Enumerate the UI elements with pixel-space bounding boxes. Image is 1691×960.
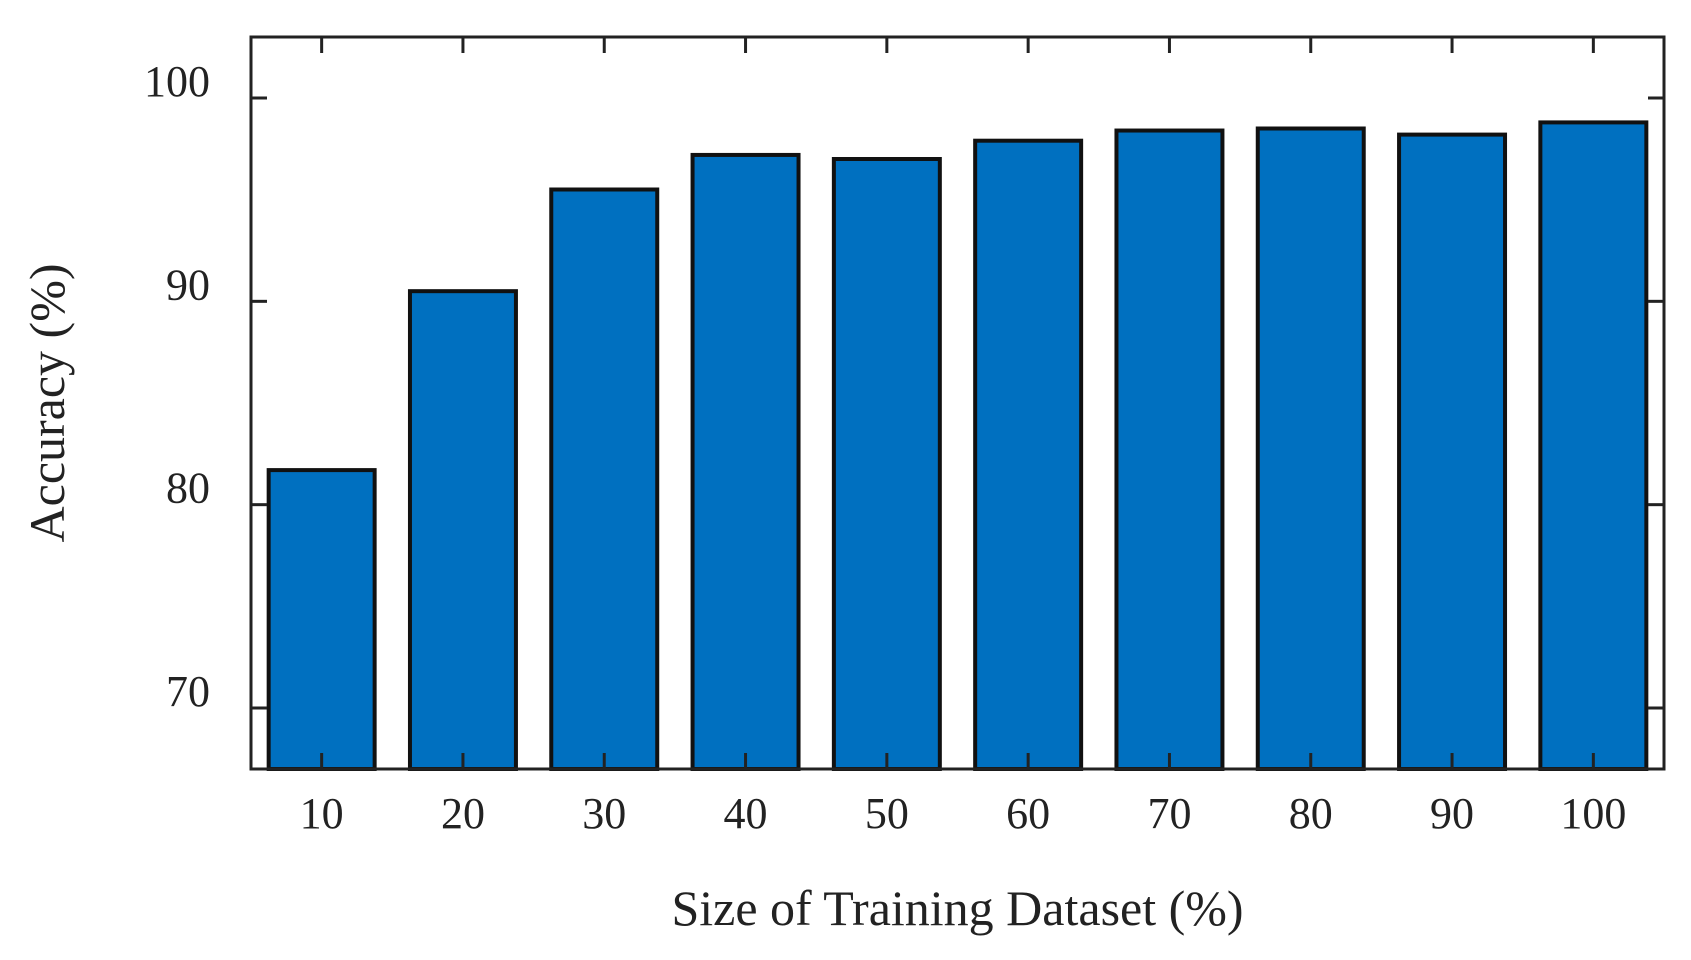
bar-10 <box>266 468 377 771</box>
y-tick-label-70: 70 <box>166 667 210 716</box>
x-tick-label-100: 100 <box>1560 789 1626 838</box>
bar-30 <box>549 187 660 771</box>
x-tick-labels: 10 20 30 40 50 60 70 80 90 100 <box>300 789 1627 838</box>
plot-frame <box>249 35 1666 771</box>
x-axis-label: Size of Training Dataset (%) <box>671 880 1243 936</box>
bar-70 <box>1114 128 1225 772</box>
bar-100 <box>1538 120 1649 771</box>
x-tick-label-90: 90 <box>1430 789 1474 838</box>
ticks-group <box>251 37 1664 769</box>
bar-90 <box>1397 132 1508 772</box>
y-tick-label-90: 90 <box>166 260 210 309</box>
bars-group <box>266 120 1649 772</box>
bar-60 <box>973 138 1084 771</box>
x-tick-label-60: 60 <box>1006 789 1050 838</box>
x-tick-label-70: 70 <box>1147 789 1191 838</box>
x-tick-label-20: 20 <box>441 789 485 838</box>
y-tick-labels: 70 80 90 100 <box>144 57 210 716</box>
bar-40 <box>690 152 801 771</box>
y-tick-label-80: 80 <box>166 464 210 513</box>
y-tick-label-100: 100 <box>144 57 210 106</box>
x-tick-label-40: 40 <box>724 789 768 838</box>
x-tick-label-30: 30 <box>582 789 626 838</box>
x-tick-label-50: 50 <box>865 789 909 838</box>
bar-50 <box>831 157 942 771</box>
bar-20 <box>407 289 518 771</box>
bar-80 <box>1255 126 1366 771</box>
x-tick-label-80: 80 <box>1289 789 1333 838</box>
y-axis-label: Accuracy (%) <box>19 264 75 543</box>
x-tick-label-10: 10 <box>300 789 344 838</box>
